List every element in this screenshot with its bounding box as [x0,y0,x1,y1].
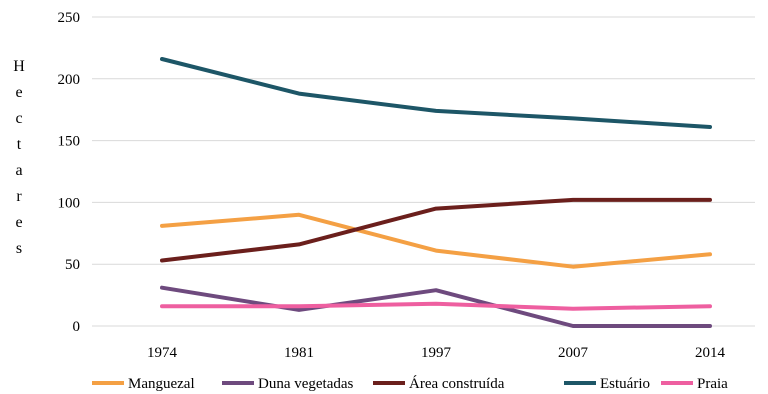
y-tick-label: 250 [58,10,81,26]
x-tick-label: 1974 [147,345,178,361]
x-tick-label: 2007 [558,345,589,361]
legend-label: Duna vegetadas [258,376,354,392]
series-lines [160,57,712,328]
y-axis-title-letter: a [15,162,22,179]
series-line-2 [160,197,712,263]
y-axis-title-letter: e [15,84,22,101]
y-axis-title-letter: s [16,240,22,257]
series-line-1 [160,285,712,328]
y-tick-label: 0 [73,319,81,335]
y-tick-label: 100 [58,195,81,211]
series-line-4 [160,301,712,311]
series-line-3 [160,57,712,129]
y-tick-label: 150 [58,134,81,150]
x-tick-label: 1981 [284,345,314,361]
x-axis-ticks: 1974 1981 1997 2007 2014 [147,345,726,361]
legend: Manguezal Duna vegetadas Área construída Es… [92,375,728,392]
grid-lines [92,16,755,327]
legend-label: Manguezal [128,376,195,392]
series-line-0 [160,212,712,269]
y-axis-title-letter: t [17,136,22,153]
y-tick-label: 200 [58,72,81,88]
legend-label: Praia [697,376,728,392]
legend-label: Área construída [409,375,505,392]
y-axis-title-letter: c [15,110,22,127]
y-axis-ticks: 0 50 100 150 200 250 [58,10,81,335]
x-tick-label: 1997 [421,345,452,361]
y-axis-title-letter: H [13,58,25,75]
legend-label: Estuário [600,376,650,392]
x-tick-label: 2014 [695,345,726,361]
y-axis-title-letter: r [16,188,22,205]
y-tick-label: 50 [65,257,80,273]
y-axis-title-letter: e [15,214,22,231]
